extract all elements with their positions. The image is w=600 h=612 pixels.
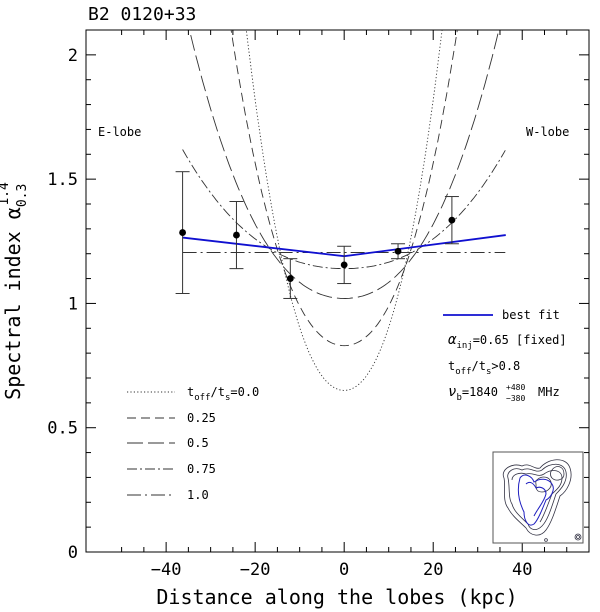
model-curve [230, 30, 458, 347]
data-point [394, 247, 402, 255]
x-axis-title: Distance along the lobes (kpc) [156, 585, 517, 609]
axis-ticks [86, 30, 589, 553]
legend-label: 0.25 [187, 411, 216, 425]
legend-label: 1.0 [187, 488, 209, 502]
data-point [233, 231, 240, 239]
w-lobe-label: W-lobe [526, 125, 569, 139]
e-lobe-label: E-lobe [98, 125, 141, 139]
data-point [286, 275, 294, 282]
data-point [448, 216, 456, 224]
y-tick-labels: 0 0.5 1 1.5 2 [47, 46, 78, 563]
legend-label: 0.75 [187, 462, 216, 476]
x-tick-label: −20 [240, 560, 271, 580]
model-legend: toff/ts=0.0 0.25 0.5 0.75 1.0 [127, 385, 259, 502]
nu-b-annotation: νb=1840 [448, 384, 498, 403]
toff-annotation: toff/ts>0.8 [448, 359, 520, 377]
model-curve [245, 30, 443, 391]
nu-b-lower-error: −380 [506, 394, 525, 403]
legend-label: 0.5 [187, 436, 209, 450]
x-tick-label: 40 [512, 560, 532, 580]
model-curves [182, 30, 506, 391]
y-tick-label: 1 [68, 294, 78, 314]
y-axis-title-sup: 1.4 [0, 182, 12, 206]
y-axis-title-main: Spectral index α [1, 207, 25, 400]
y-axis-title: Spectral index α0.31.4 [0, 182, 30, 400]
best-fit-legend-label: best fit [502, 308, 560, 322]
nu-b-unit: MHz [538, 385, 560, 399]
y-tick-label: 2 [68, 46, 78, 66]
y-tick-label: 0.5 [47, 419, 78, 439]
legend-label: toff/ts=0.0 [187, 385, 259, 403]
svg-text:Spectral index α0.31.4: Spectral index α0.31.4 [0, 182, 30, 400]
data-point [179, 229, 186, 236]
y-tick-label: 1.5 [47, 170, 78, 190]
x-tick-labels: −40 −20 0 20 40 [151, 560, 533, 580]
plot-frame [85, 29, 590, 553]
data-point [340, 261, 348, 269]
x-tick-label: −40 [151, 560, 182, 580]
radio-map-icon [492, 451, 584, 544]
data-points [175, 171, 459, 299]
y-axis-title-sub: 0.3 [15, 184, 30, 207]
alpha-inj-annotation: αinj=0.65 [fixed] [448, 332, 567, 351]
y-tick-label: 0 [68, 543, 78, 563]
model-curve [189, 30, 500, 299]
x-tick-label: 20 [423, 560, 443, 580]
nu-b-upper-error: +480 [506, 383, 525, 392]
chart-title: B2 0120+33 [88, 4, 196, 25]
x-tick-label: 0 [339, 560, 349, 580]
